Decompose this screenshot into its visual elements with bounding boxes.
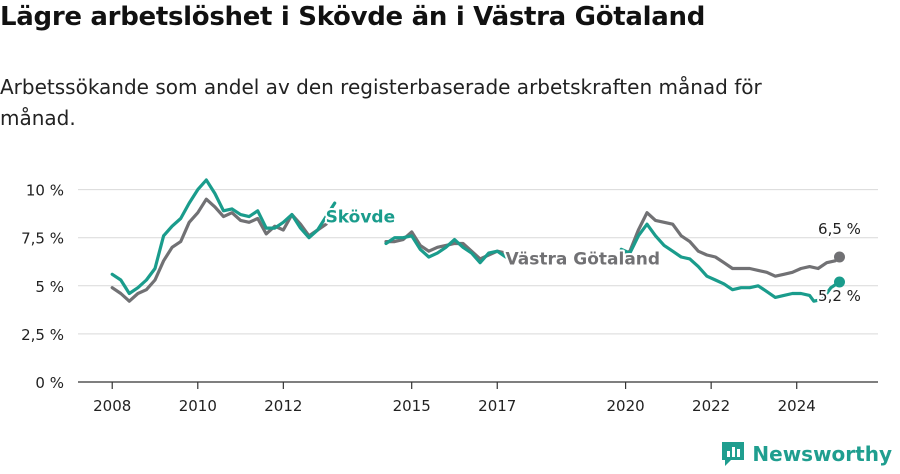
sk-vde-line	[384, 234, 508, 265]
end-value-label: 6,5 %	[818, 220, 861, 238]
series-label: Skövde	[326, 207, 396, 227]
chart-subtitle: Arbetssökande som andel av den registerb…	[0, 75, 762, 130]
v-stra-g-taland-line	[619, 211, 842, 278]
sk-vde-line	[619, 222, 842, 303]
x-tick-label: 2020	[606, 397, 644, 415]
bar-chart-logo-icon	[722, 442, 745, 466]
x-tick-label: 2024	[778, 397, 816, 415]
series-label: Västra Götaland	[506, 250, 661, 270]
newsworthy-logo: Newsworthy	[720, 440, 892, 468]
x-tick-label: 2022	[692, 397, 730, 415]
v-stra-g-taland-end-point	[833, 251, 845, 263]
sk-vde-line	[110, 178, 337, 296]
end-value-label: 5,2 %	[818, 287, 861, 305]
sk-vde-end-point	[833, 276, 845, 288]
brand-name: Newsworthy	[752, 442, 892, 466]
series-lines	[110, 178, 845, 303]
series-labels: Skövde Västra Götaland 6,5 % 5,2 %	[324, 205, 863, 307]
x-tick-label: 2012	[264, 397, 302, 415]
x-tick-label: 2015	[393, 397, 431, 415]
x-tick-labels: 2008 2010 2012 2015 2017 2020 2022 2024	[93, 382, 816, 415]
y-axis: 0 % 2,5 % 5 % 7,5 % 10 %	[21, 182, 64, 392]
y-tick-label: 7,5 %	[21, 230, 64, 248]
y-tick-label: 2,5 %	[21, 326, 64, 344]
x-tick-label: 2017	[478, 397, 516, 415]
chart-title: Lägre arbetslöshet i Skövde än i Västra …	[0, 2, 706, 32]
y-tick-label: 5 %	[35, 278, 64, 296]
x-tick-label: 2008	[93, 397, 131, 415]
x-tick-label: 2010	[179, 397, 217, 415]
y-tick-label: 0 %	[35, 374, 64, 392]
y-tick-label: 10 %	[26, 182, 64, 200]
